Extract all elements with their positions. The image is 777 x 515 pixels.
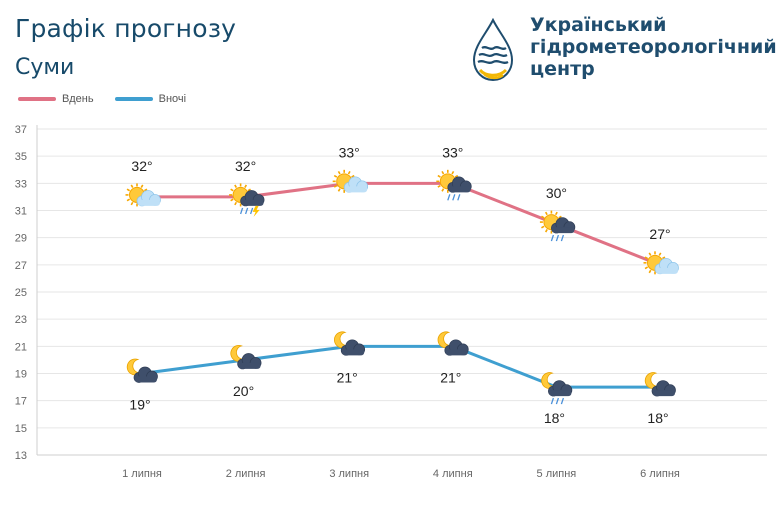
sun-cloud-rain-lightning-icon — [229, 183, 265, 217]
x-tick-label: 2 липня — [226, 468, 266, 480]
org-name: Український гідрометеорологічний центр — [530, 14, 777, 80]
sun-cloud-icon — [125, 183, 161, 207]
y-tick-label: 19 — [15, 369, 27, 381]
moon-cloud-icon — [644, 372, 676, 397]
y-tick-label: 13 — [15, 450, 27, 462]
moon-cloud-icon — [126, 358, 158, 383]
moon-cloud-icon — [230, 345, 262, 370]
y-tick-label: 21 — [15, 341, 27, 353]
data-label: 18° — [647, 410, 668, 426]
legend-label-night: Вночі — [158, 93, 187, 105]
data-label: 33° — [339, 144, 360, 160]
sun-cloud-icon — [643, 251, 679, 275]
data-label: 32° — [235, 158, 256, 174]
city-name: Суми — [15, 55, 75, 80]
y-tick-label: 29 — [15, 233, 27, 245]
data-label: 32° — [131, 158, 152, 174]
legend-item-night: Вночі — [114, 93, 187, 105]
data-label: 21° — [337, 369, 358, 385]
data-label: 18° — [544, 410, 565, 426]
x-tick-label: 6 липня — [640, 468, 680, 480]
sun-cloud-rain-icon — [436, 169, 472, 201]
x-tick-label: 5 липня — [537, 468, 577, 480]
y-tick-label: 35 — [15, 151, 27, 163]
moon-cloud-rain-icon — [541, 372, 573, 405]
chart-title: Графік прогнозу — [15, 14, 237, 43]
sun-cloud-rain-icon — [539, 210, 576, 242]
y-tick-label: 17 — [15, 396, 27, 408]
y-tick-label: 33 — [15, 178, 27, 190]
data-label: 20° — [233, 383, 254, 399]
legend-swatch-day — [18, 97, 56, 101]
data-label: 19° — [129, 397, 150, 413]
data-label: 27° — [649, 226, 670, 242]
legend-item-day: Вдень — [18, 93, 94, 105]
y-tick-label: 15 — [15, 423, 27, 435]
data-label: 30° — [546, 185, 567, 201]
moon-cloud-icon — [334, 331, 366, 356]
data-label: 33° — [442, 144, 463, 160]
moon-cloud-icon — [437, 331, 469, 356]
sun-cloud-icon — [332, 169, 369, 193]
series-line-night — [141, 344, 660, 389]
legend-swatch-night — [114, 97, 153, 101]
y-tick-label: 27 — [15, 260, 27, 272]
data-label: 21° — [440, 369, 461, 385]
y-tick-label: 23 — [15, 314, 27, 326]
y-tick-label: 37 — [15, 124, 27, 136]
legend: Вдень Вночі — [18, 92, 204, 105]
legend-label-day: Вдень — [62, 93, 94, 105]
y-tick-label: 25 — [15, 287, 27, 299]
series-line-day — [142, 181, 661, 267]
x-tick-label: 4 липня — [433, 468, 473, 480]
x-tick-label: 3 липня — [329, 468, 369, 480]
x-tick-label: 1 липня — [122, 468, 162, 480]
raindrop-logo-icon — [472, 18, 514, 82]
y-tick-label: 31 — [15, 206, 27, 218]
